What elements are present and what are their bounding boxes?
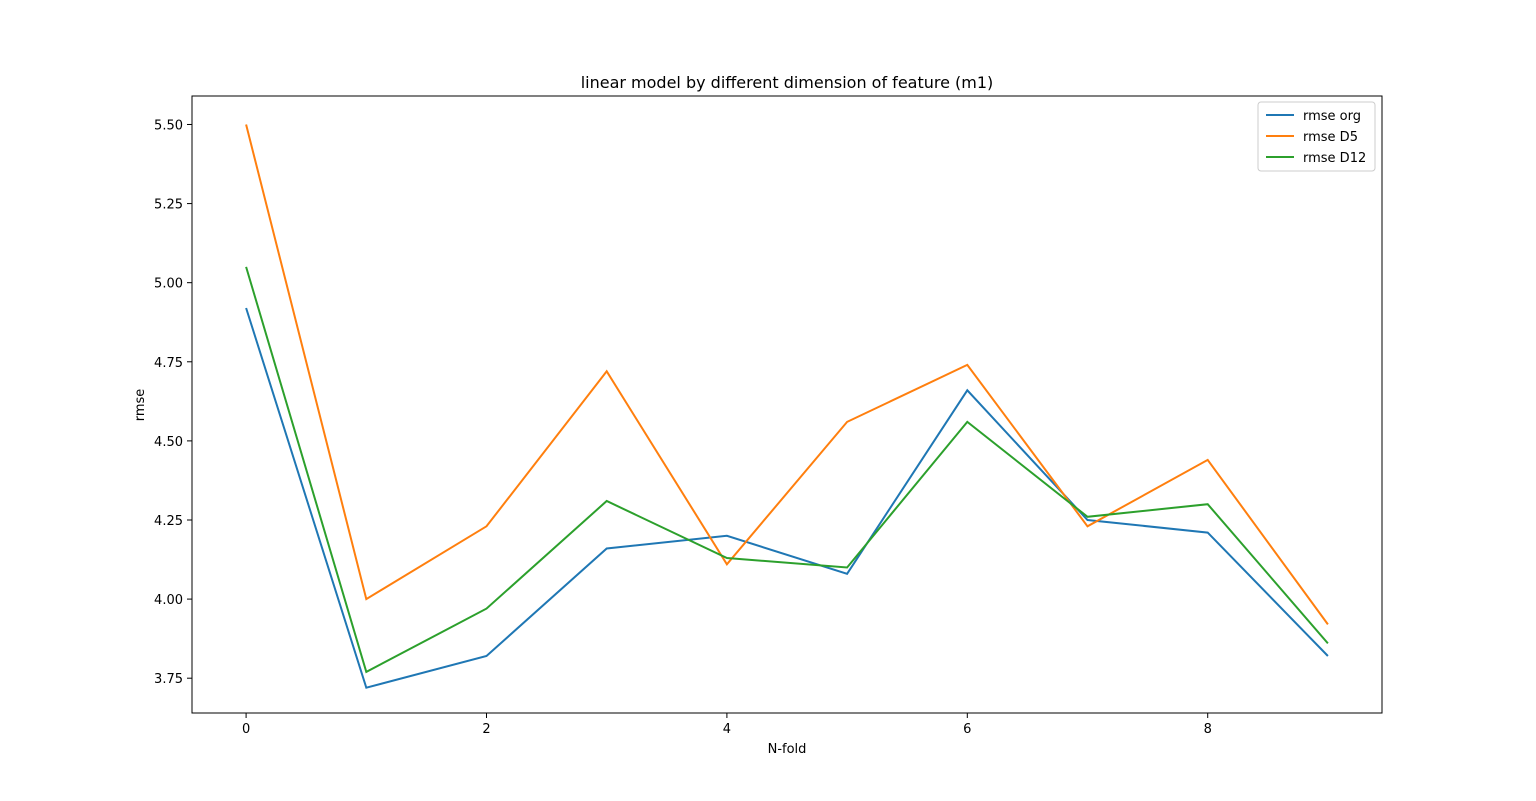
y-tick-label: 4.75 (154, 356, 183, 371)
y-axis: 3.75 4.00 4.25 4.50 4.75 5.00 5.25 5.50 (154, 118, 192, 687)
y-tick-label: 5.00 (154, 277, 183, 292)
y-tick-label: 4.50 (154, 435, 183, 450)
chart-title: linear model by different dimension of f… (581, 73, 994, 92)
x-axis: 0 2 4 6 8 (242, 713, 1212, 737)
legend-label: rmse D5 (1303, 130, 1358, 145)
legend-box (1257, 101, 1376, 172)
y-tick-label: 4.00 (154, 593, 183, 608)
x-tick-label: 8 (1204, 722, 1212, 737)
x-tick-label: 0 (242, 722, 250, 737)
plot-frame (191, 95, 1383, 714)
series-line (245, 307, 1329, 689)
chart-marks (245, 124, 1329, 689)
legend-label: rmse org (1303, 109, 1361, 124)
legend-label: rmse D12 (1303, 151, 1366, 166)
y-tick-label: 5.50 (154, 118, 183, 133)
y-axis-label: rmse (133, 389, 148, 422)
y-tick-label: 4.25 (154, 514, 183, 529)
x-tick-label: 2 (482, 722, 490, 737)
x-axis-label: N-fold (768, 742, 807, 757)
legend: rmse org rmse D5 rmse D12 (1257, 101, 1376, 172)
x-tick-label: 6 (963, 722, 971, 737)
y-tick-label: 5.25 (154, 198, 183, 213)
series-line (245, 266, 1329, 674)
x-tick-label: 4 (723, 722, 731, 737)
y-tick-label: 3.75 (154, 672, 183, 687)
series-line (245, 124, 1329, 625)
